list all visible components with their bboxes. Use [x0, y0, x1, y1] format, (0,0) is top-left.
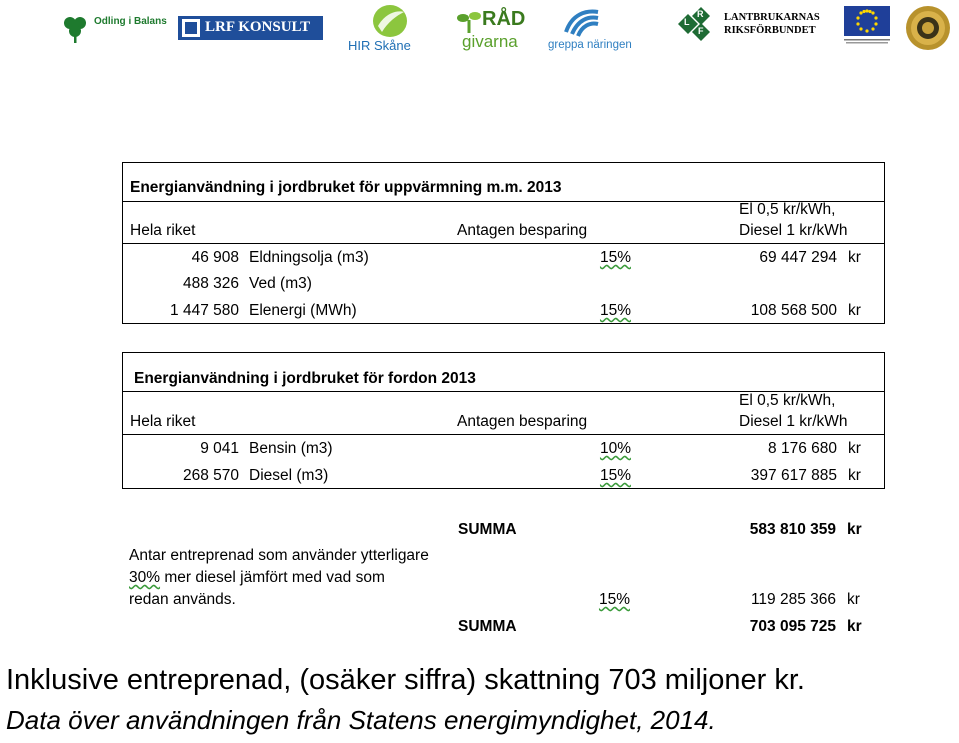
heating-col-price-line2: Diesel 1 kr/kWh	[739, 222, 848, 239]
lrf-diamond-logo: L R F	[668, 4, 720, 44]
vehicle-table-title: Energianvändning i jordbruket för fordon…	[134, 370, 476, 387]
note-line-1: Antar entreprenad som använder ytterliga…	[129, 547, 429, 564]
vehicle-row-saving: 10%	[599, 440, 631, 457]
heating-energy-table: Energianvändning i jordbruket för uppvär…	[122, 162, 885, 324]
vehicle-title-divider	[123, 391, 884, 392]
summa-value-2: 703 095 725	[749, 618, 836, 635]
summa-unit-2: kr	[847, 618, 862, 635]
eu-logo	[844, 6, 892, 46]
vehicle-col-price-line1: El 0,5 kr/kWh,	[739, 392, 836, 409]
vehicle-energy-table: Energianvändning i jordbruket för fordon…	[122, 352, 885, 489]
heating-row-unit: kr	[848, 302, 861, 319]
lantbrukarnas-text-line1: LANTBRUKARNAS	[724, 12, 820, 23]
vehicle-col-price-line2: Diesel 1 kr/kWh	[739, 413, 848, 430]
vehicle-row-amount: 8 176 680	[768, 440, 837, 457]
vehicle-col-region: Hela riket	[130, 413, 196, 430]
radgivarna-logo-text-bottom: givarna	[462, 32, 518, 51]
note-percentage: 30%	[129, 569, 161, 586]
extra-saving: 15%	[598, 591, 630, 608]
lantbrukarnas-text-line2: RIKSFÖRBUNDET	[724, 25, 816, 36]
caption-estimate: Inklusive entreprenad, (osäker siffra) s…	[6, 664, 805, 696]
note-line-2: 30% mer diesel jämfört med vad som	[129, 569, 385, 587]
heating-row-item: Elenergi (MWh)	[249, 302, 357, 319]
gold-seal-logo	[904, 5, 954, 51]
sprout-icon	[457, 12, 481, 33]
lrf-letter-f: F	[698, 26, 704, 36]
vehicle-col-saving: Antagen besparing	[457, 413, 588, 430]
heating-col-price-line1: El 0,5 kr/kWh,	[739, 201, 836, 218]
lantbrukarnas-riksforbund-logo: LANTBRUKARNAS RIKSFÖRBUNDET	[724, 12, 836, 40]
vehicle-row-unit: kr	[848, 440, 861, 457]
clover-icon	[64, 17, 86, 43]
heating-row-qty: 1 447 580	[170, 302, 239, 319]
extra-unit: kr	[847, 591, 860, 608]
heating-row-amount: 69 447 294	[759, 249, 837, 266]
greppa-naringen-logo: greppa näringen	[548, 6, 652, 54]
summa-unit-1: kr	[847, 521, 862, 538]
heating-row-qty: 488 326	[182, 275, 239, 292]
heating-row-saving: 15%	[599, 302, 631, 319]
heating-col-region: Hela riket	[130, 222, 196, 239]
note-line-2-text: mer diesel jämfört med vad som	[160, 569, 385, 586]
vehicle-row-qty: 9 041	[200, 440, 239, 457]
eu-fineprint-icon	[844, 39, 890, 44]
hir-skane-logo-text: HIR Skåne	[348, 38, 411, 53]
heating-row-unit: kr	[848, 249, 861, 266]
heating-row-item: Eldningsolja (m3)	[249, 249, 369, 266]
gold-seal-icon	[906, 6, 950, 50]
greppa-logo-text: greppa näringen	[548, 39, 632, 51]
lrf-diamonds-icon	[678, 7, 710, 41]
leaf-icon	[373, 5, 407, 37]
vehicle-row-item: Diesel (m3)	[249, 467, 329, 484]
vehicle-row-item: Bensin (m3)	[249, 440, 333, 457]
partner-logo-strip: Odling i Balans LRF KONSULT HIR Skåne RÅ…	[0, 0, 959, 58]
heating-row-item: Ved (m3)	[249, 275, 312, 292]
heating-col-saving: Antagen besparing	[457, 222, 588, 239]
heating-table-title: Energianvändning i jordbruket för uppvär…	[130, 179, 562, 196]
summa-label-2: SUMMA	[458, 618, 517, 635]
extra-amount: 119 285 366	[750, 591, 836, 608]
summa-value-1: 583 810 359	[749, 521, 836, 538]
lrf-emblem-icon	[182, 19, 200, 37]
note-line-3: redan används.	[129, 591, 236, 608]
vehicle-row-amount: 397 617 885	[750, 467, 837, 484]
eu-flag-icon	[844, 6, 890, 36]
heating-row-qty: 46 908	[191, 249, 239, 266]
radgivarna-logo-text-top: RÅD	[482, 8, 526, 30]
vehicle-row-unit: kr	[848, 467, 861, 484]
lrf-letter-r: R	[697, 9, 704, 19]
lrf-konsult-logo: LRF KONSULT	[178, 16, 323, 40]
summa-label-1: SUMMA	[458, 521, 517, 538]
hir-skane-logo: HIR Skåne	[346, 4, 438, 54]
odling-logo-text: Odling i Balans	[94, 16, 167, 27]
vehicle-row-qty: 268 570	[182, 467, 239, 484]
heating-header-divider	[123, 243, 884, 244]
caption-source: Data över användningen från Statens ener…	[6, 705, 716, 735]
heating-row-amount: 108 568 500	[750, 302, 837, 319]
vehicle-row-saving: 15%	[599, 467, 631, 484]
lrf-konsult-logo-text: LRF KONSULT	[205, 19, 311, 35]
heating-row-saving: 15%	[599, 249, 631, 266]
radgivarna-logo: RÅD givarna	[456, 6, 536, 54]
lrf-letter-l: L	[684, 17, 690, 27]
heating-title-divider	[123, 201, 884, 202]
vehicle-header-divider	[123, 434, 884, 435]
wave-icon	[564, 9, 599, 37]
odling-i-balans-logo: Odling i Balans	[60, 14, 167, 46]
